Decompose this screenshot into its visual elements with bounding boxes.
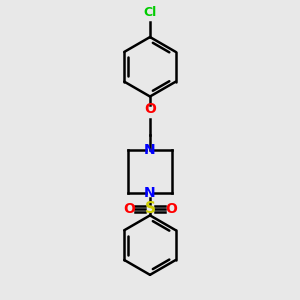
Text: S: S (145, 201, 155, 216)
Text: O: O (144, 102, 156, 116)
Text: O: O (165, 202, 177, 216)
Text: O: O (123, 202, 135, 216)
Text: N: N (144, 186, 156, 200)
Text: N: N (144, 143, 156, 157)
Text: Cl: Cl (143, 6, 157, 19)
